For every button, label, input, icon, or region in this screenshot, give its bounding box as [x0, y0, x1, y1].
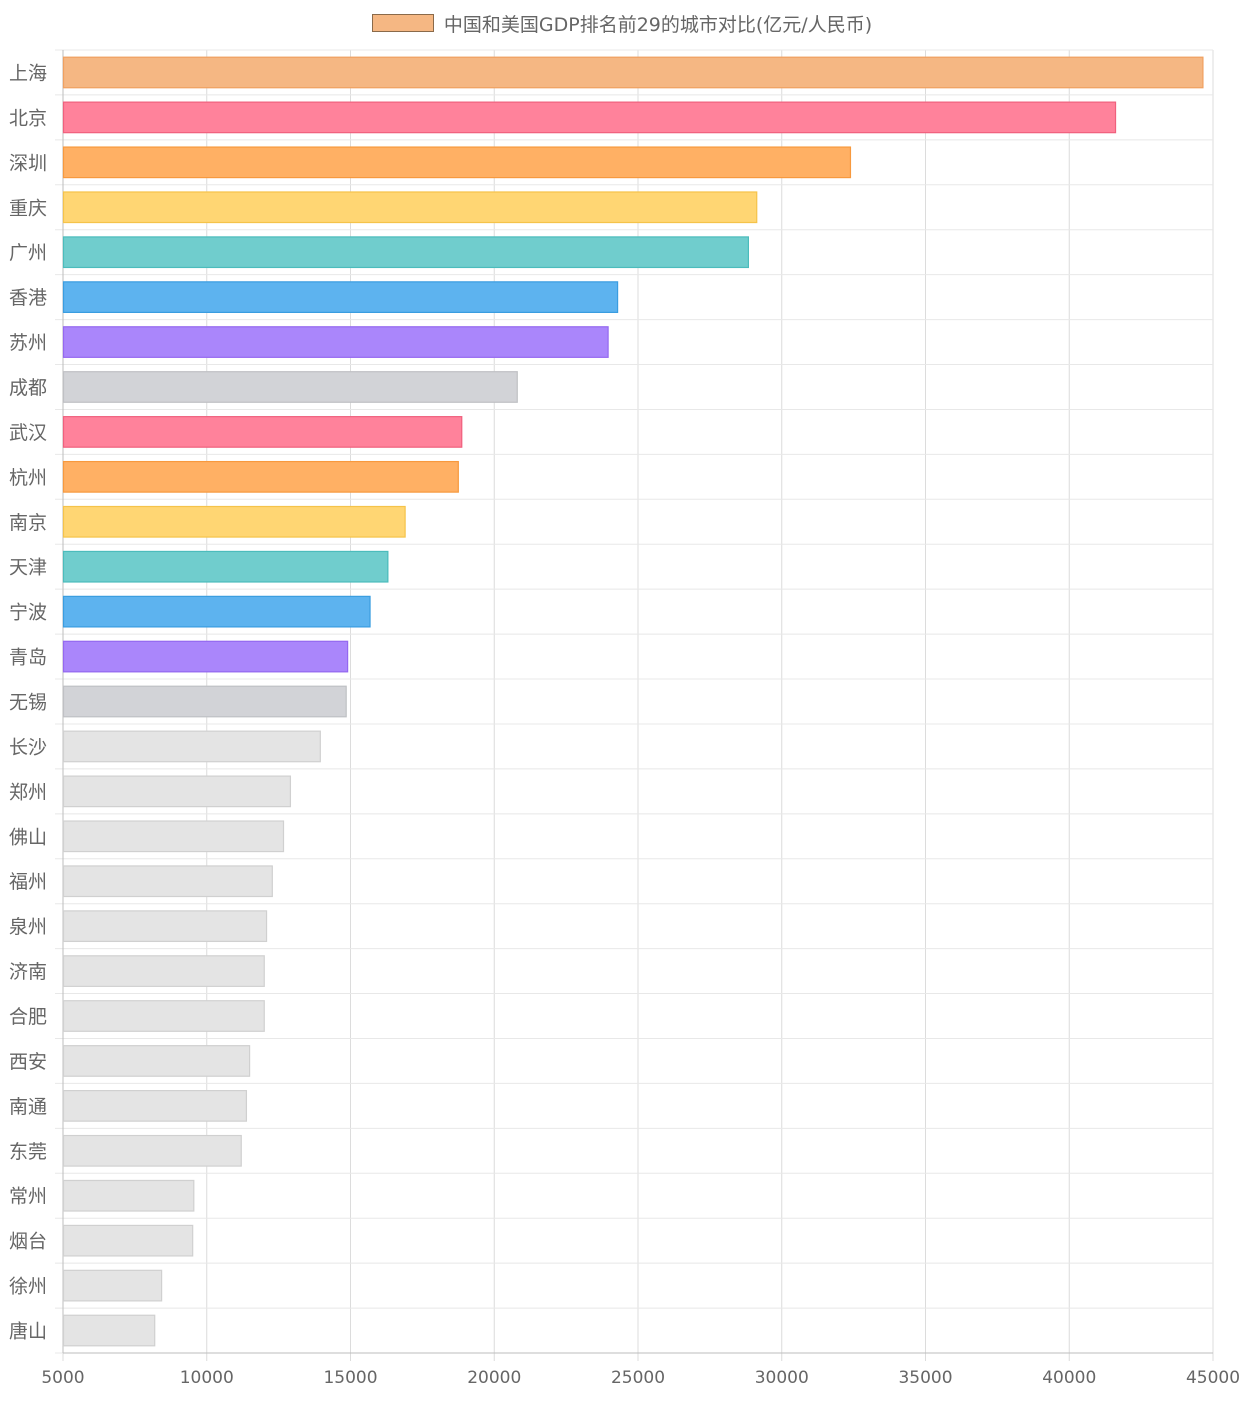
- x-tick-label: 10000: [180, 1368, 234, 1388]
- y-tick-label: 唐山: [9, 1321, 47, 1343]
- bar[interactable]: [62, 955, 265, 987]
- y-tick-label: 济南: [9, 961, 47, 983]
- bar[interactable]: [62, 416, 463, 448]
- y-tick-label: 东莞: [9, 1141, 47, 1163]
- bar[interactable]: [62, 1000, 265, 1032]
- x-tick-label: 20000: [467, 1368, 521, 1388]
- bar[interactable]: [62, 1269, 163, 1302]
- chart-legend[interactable]: 中国和美国GDP排名前29的城市对比(亿元/人民币): [0, 8, 1244, 38]
- y-tick-label: 上海: [9, 62, 47, 84]
- y-tick-label: 南京: [9, 512, 47, 534]
- bar[interactable]: [62, 1090, 248, 1122]
- y-tick-label: 苏州: [9, 332, 47, 354]
- bar[interactable]: [62, 685, 347, 718]
- bar[interactable]: [62, 1314, 156, 1347]
- bar[interactable]: [62, 820, 285, 853]
- bar[interactable]: [62, 595, 371, 628]
- bar[interactable]: [62, 1045, 251, 1077]
- bar[interactable]: [62, 550, 389, 583]
- y-tick-label: 长沙: [9, 736, 47, 758]
- y-tick-label: 北京: [9, 107, 47, 129]
- bar[interactable]: [62, 281, 619, 313]
- bar[interactable]: [62, 505, 406, 538]
- bar[interactable]: [62, 101, 1117, 134]
- bar[interactable]: [62, 146, 852, 179]
- bar[interactable]: [62, 1224, 194, 1257]
- y-tick-label: 天津: [9, 557, 47, 579]
- bar[interactable]: [62, 1179, 195, 1212]
- y-tick-label: 常州: [9, 1186, 47, 1208]
- y-tick-label: 香港: [9, 287, 47, 309]
- y-tick-label: 宁波: [9, 602, 47, 624]
- y-tick-label: 泉州: [9, 916, 47, 938]
- y-tick-label: 杭州: [9, 467, 47, 489]
- y-tick-label: 南通: [9, 1096, 47, 1118]
- x-tick-label: 5000: [41, 1368, 84, 1388]
- legend-label: 中国和美国GDP排名前29的城市对比(亿元/人民币): [443, 13, 873, 36]
- bar[interactable]: [62, 191, 758, 224]
- x-tick-label: 30000: [755, 1368, 809, 1388]
- x-tick-label: 25000: [611, 1368, 665, 1388]
- bar[interactable]: [62, 236, 750, 269]
- y-tick-label: 福州: [9, 871, 47, 893]
- y-tick-label: 烟台: [9, 1231, 47, 1253]
- x-tick-label: 40000: [1042, 1368, 1096, 1388]
- y-tick-label: 西安: [9, 1051, 47, 1073]
- bar[interactable]: [62, 775, 292, 808]
- bar[interactable]: [62, 371, 518, 403]
- x-tick-label: 15000: [323, 1368, 377, 1388]
- y-tick-label: 无锡: [9, 692, 47, 714]
- bar[interactable]: [62, 865, 273, 898]
- y-tick-label: 成都: [9, 377, 47, 399]
- bar[interactable]: [62, 460, 459, 493]
- x-tick-label: 35000: [898, 1368, 952, 1388]
- y-tick-label: 合肥: [9, 1006, 47, 1028]
- y-tick-label: 青岛: [9, 647, 47, 669]
- bar[interactable]: [62, 326, 609, 358]
- bar[interactable]: [62, 56, 1204, 89]
- bar[interactable]: [62, 640, 349, 673]
- bar[interactable]: [62, 910, 268, 943]
- y-tick-label: 佛山: [9, 826, 47, 848]
- y-tick-label: 郑州: [9, 781, 47, 803]
- y-tick-label: 武汉: [9, 422, 47, 444]
- bar[interactable]: [62, 1134, 242, 1167]
- legend-swatch[interactable]: [371, 14, 434, 32]
- y-tick-label: 徐州: [9, 1276, 47, 1298]
- y-tick-label: 广州: [9, 242, 47, 264]
- bar[interactable]: [62, 730, 321, 763]
- y-tick-label: 重庆: [9, 197, 47, 219]
- y-tick-label: 深圳: [9, 152, 47, 174]
- x-tick-label: 45000: [1186, 1368, 1240, 1388]
